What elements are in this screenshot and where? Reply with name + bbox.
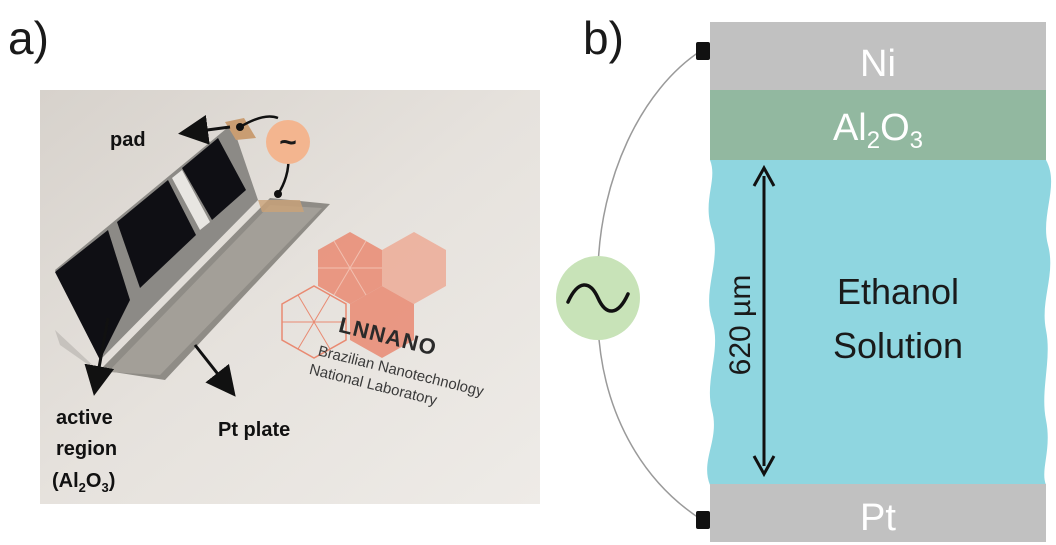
al2o3-label: Al2O3 (833, 107, 923, 154)
al2o3-layer (710, 90, 1046, 160)
label-pt-plate: Pt plate (218, 419, 290, 441)
sample-strip (55, 118, 258, 360)
sample-stripe-3 (182, 138, 246, 220)
ni-contact (696, 42, 710, 60)
pt-contact (696, 511, 710, 529)
panel-a-label: a) (8, 12, 49, 64)
solution-label-line1: Ethanol (837, 271, 959, 312)
lnnano-logo-icon (281, 232, 446, 359)
ac-sine-icon (566, 283, 630, 313)
dimension-arrowhead-top (752, 164, 776, 187)
wire-dot-bottom (274, 190, 282, 198)
dimension-arrowhead-bottom (752, 455, 776, 478)
circuit-wire-bottom (597, 324, 703, 521)
panel-b-label: b) (583, 12, 624, 64)
ni-layer (710, 22, 1046, 90)
arrow-active-region (84, 317, 115, 396)
pt-layer (710, 484, 1046, 542)
label-active-line2: region (56, 438, 117, 460)
solution-label-line2: Solution (833, 325, 963, 366)
sample-stripe-2 (117, 180, 196, 288)
panel-b-schematic: Ni Al2O3 Ethanol Solution Pt 620 µm (556, 22, 1052, 542)
arrow-pad (178, 115, 231, 145)
sample-stripe-1 (55, 230, 130, 360)
pt-label: Pt (860, 497, 896, 539)
wire-dot-top (236, 123, 244, 131)
ac-source-symbol: ~ (279, 126, 297, 159)
sample-reflection (172, 170, 210, 230)
ac-source-a (266, 120, 310, 164)
pt-contact-pad (258, 200, 304, 212)
circuit-wire-top (597, 49, 703, 271)
wire-top (239, 115, 279, 129)
ethanol-solution-layer (707, 160, 1052, 485)
pt-plate-surface (108, 205, 322, 375)
label-active-line1: active (56, 407, 113, 429)
label-pad: pad (110, 129, 146, 151)
panel-a-photo: ~ LNNANO Brazilian Nanotechnology Nation… (40, 90, 540, 504)
arrow-pt-plate (193, 344, 236, 397)
ni-label: Ni (860, 43, 896, 85)
label-active-line3: (Al2O3) (52, 470, 115, 495)
dimension-label: 620 µm (724, 275, 757, 376)
